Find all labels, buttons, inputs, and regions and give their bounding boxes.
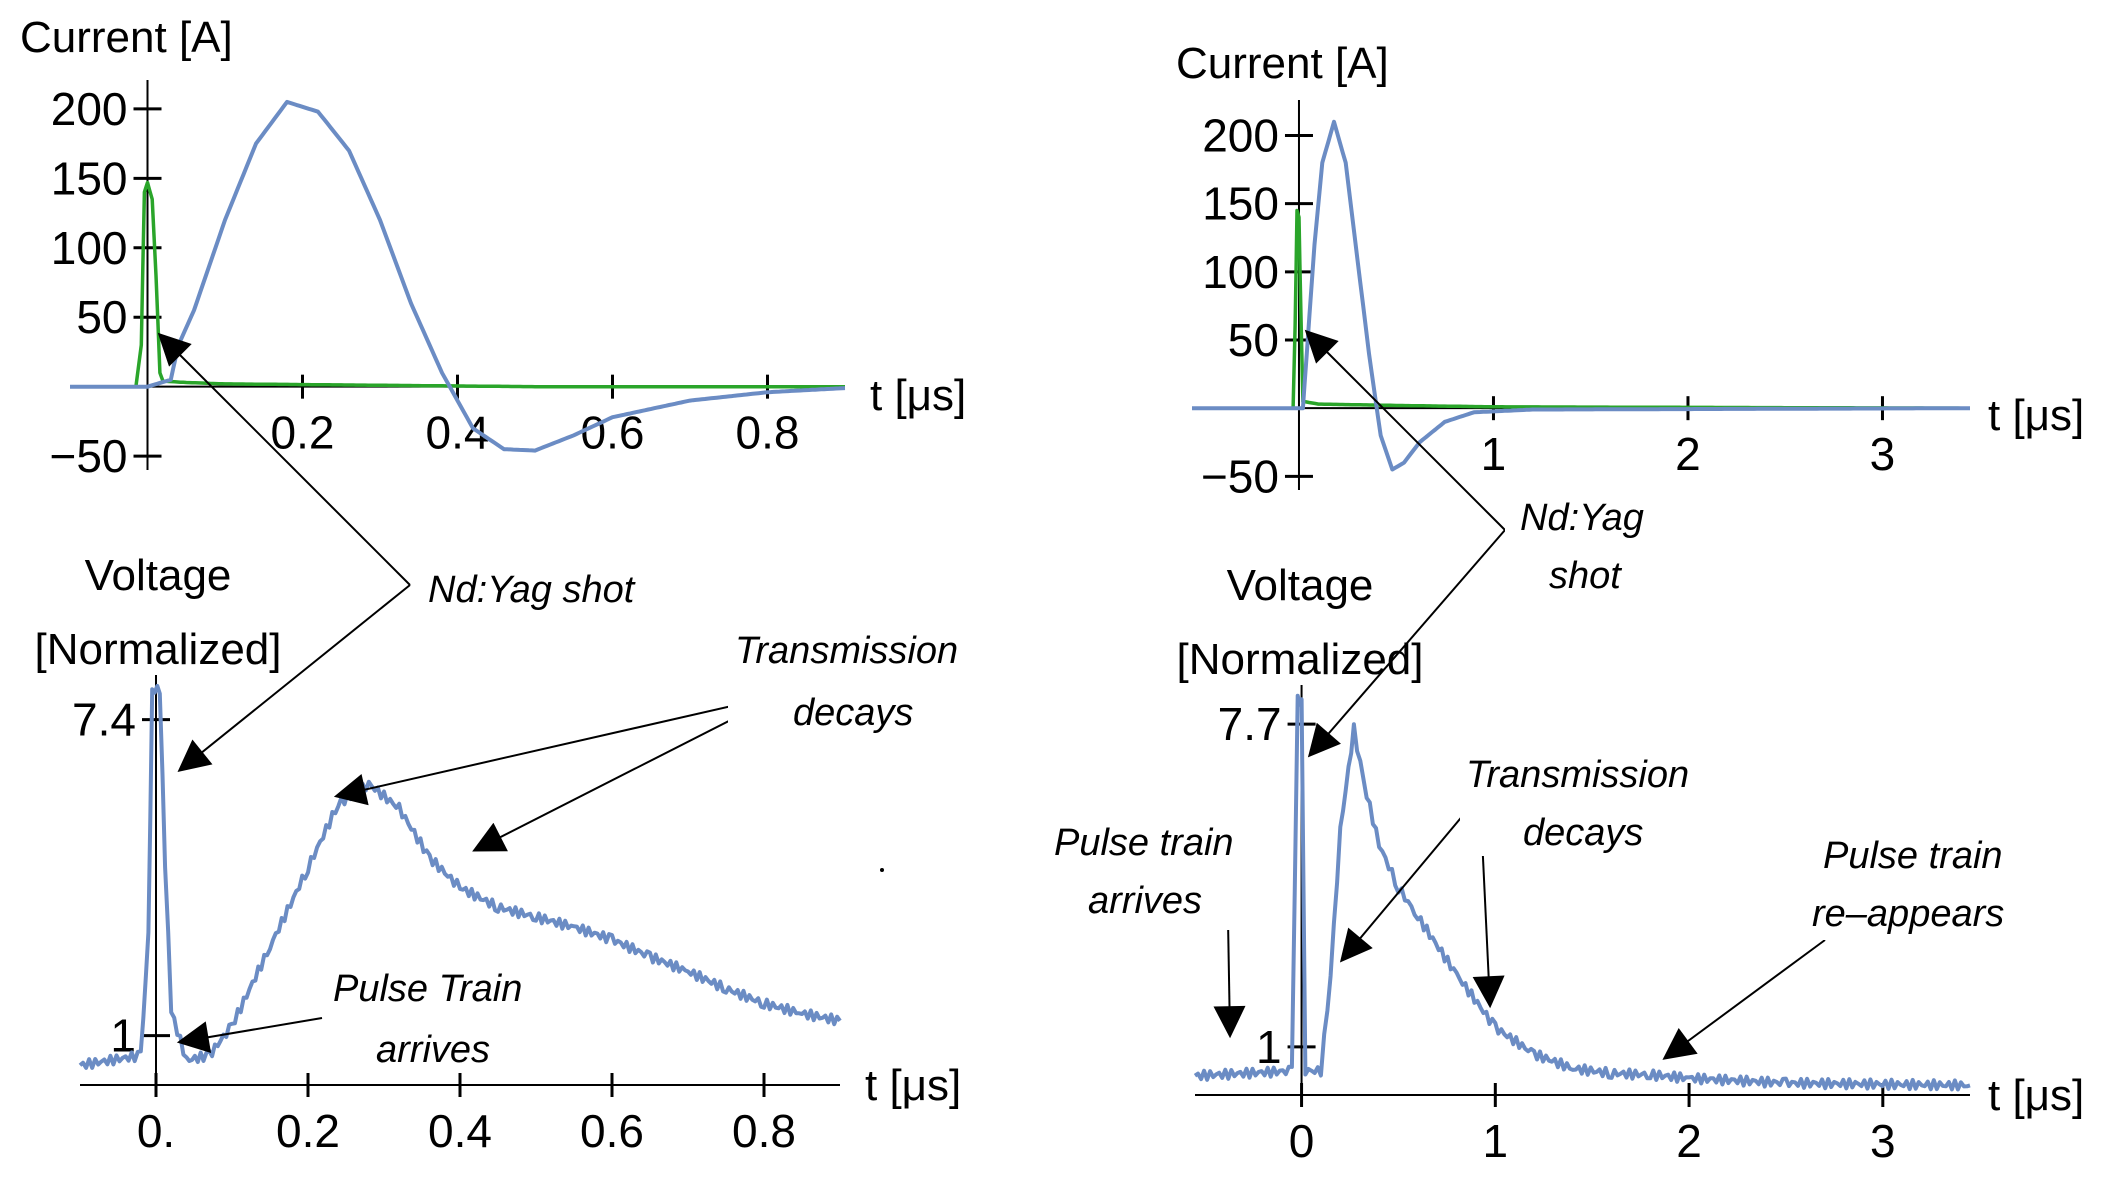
x-tick-label: 0.4 xyxy=(428,1105,492,1157)
annotation-right-ndyag-1: Nd:Yag xyxy=(1520,497,1644,539)
label-bg xyxy=(325,958,553,1070)
annotation-left-transmission-1: Transmission xyxy=(735,630,958,672)
annotation-left-pulse-2: arrives xyxy=(376,1029,490,1071)
series-line-signal xyxy=(1193,693,1971,1092)
x-tick-label: 2 xyxy=(1675,428,1701,480)
x-tick-label: 1 xyxy=(1481,428,1507,480)
x-tick-label: 0.8 xyxy=(732,1105,796,1157)
annotation-left-ndyag: Nd:Yag shot xyxy=(428,569,636,611)
annotation-right-pulse-2: arrives xyxy=(1088,880,1202,922)
annotation-right-transmission-2: decays xyxy=(1523,812,1643,854)
arrow-left-ndyag-voltage xyxy=(177,584,411,773)
y-tick-label: −50 xyxy=(49,430,127,482)
arrow-right-ndyag-voltage xyxy=(1307,529,1506,758)
label-bg xyxy=(1505,490,1661,600)
y-tick-label: 50 xyxy=(1228,314,1279,366)
annotation-right-reappear-2: re–appears xyxy=(1812,893,2004,935)
annotation-right-reappear-1: Pulse train xyxy=(1823,835,2003,877)
arrow-right-ndyag-current xyxy=(1304,329,1506,531)
x-tick-label: 1 xyxy=(1483,1115,1509,1167)
annotation-left-transmission-2: decays xyxy=(793,692,913,734)
series-line-signal xyxy=(70,99,846,453)
x-axis-label: t [μs] xyxy=(870,371,966,420)
annotation-arrows xyxy=(157,329,1826,1060)
label-bg xyxy=(412,560,672,610)
x-tick-label: 3 xyxy=(1870,428,1896,480)
y-tick-label: −50 xyxy=(1201,450,1279,502)
panel-right-current: 1 2 3 200 150 100 50 −50 t [μs] Current [A] xyxy=(1176,39,2084,502)
x-tick-label: 0.6 xyxy=(581,407,645,459)
arrow-left-transmission-1 xyxy=(333,694,781,806)
y-tick-label: 7.7 xyxy=(1218,698,1282,750)
x-tick-label: 2 xyxy=(1676,1115,1702,1167)
panel-left-voltage: 0. 0.2 0.4 0.6 0.87.41t [μs]Voltage[Normaliz… xyxy=(35,551,962,1157)
series-line-signal xyxy=(78,683,842,1070)
label-bg xyxy=(1048,815,1258,930)
stray-dot xyxy=(880,868,884,872)
series-line-signal xyxy=(1192,119,1970,472)
y-tick-label: 100 xyxy=(51,222,128,274)
x-tick-label: 0.2 xyxy=(276,1105,340,1157)
y-tick-label: 200 xyxy=(1202,109,1279,161)
x-tick-label: 0.2 xyxy=(271,407,335,459)
arrow-right-pulse-arrives xyxy=(1213,919,1246,1039)
annotation-left-pulse-1: Pulse Train xyxy=(333,968,522,1010)
y-tick-label: 200 xyxy=(51,83,128,135)
label-bg xyxy=(728,620,990,740)
x-tick-label: 0 xyxy=(1289,1115,1315,1167)
annotation-right-ndyag-2: shot xyxy=(1549,555,1622,597)
y-tick-label: 100 xyxy=(1202,246,1279,298)
series-line-laser xyxy=(70,180,845,389)
y-axis-label: [Normalized] xyxy=(35,625,282,674)
x-axis-label: t [μs] xyxy=(1988,1071,2084,1120)
y-axis-label: Voltage xyxy=(85,551,232,600)
y-tick-label: 7.4 xyxy=(72,694,136,746)
y-axis-label: Voltage xyxy=(1227,561,1374,610)
y-tick-label: 1 xyxy=(1256,1021,1282,1073)
y-axis-label: Current [A] xyxy=(20,13,233,62)
annotation-labels: Nd:Yag shot Transmission decays Pulse Tr… xyxy=(325,490,2033,1071)
x-axis-label: t [μs] xyxy=(1988,391,2084,440)
y-tick-label: 50 xyxy=(76,291,127,343)
x-tick-label: 0. xyxy=(137,1105,175,1157)
arrow-right-reappears xyxy=(1662,939,1826,1060)
y-tick-label: 150 xyxy=(1202,178,1279,230)
annotation-right-transmission-1: Transmission xyxy=(1466,754,1689,796)
x-axis-label: t [μs] xyxy=(865,1061,961,1110)
x-tick-label: 3 xyxy=(1870,1115,1896,1167)
label-bg xyxy=(1803,828,2033,940)
y-axis-label: [Normalized] xyxy=(1177,635,1424,684)
annotation-right-pulse-1: Pulse train xyxy=(1054,822,1234,864)
x-tick-label: 0.8 xyxy=(736,407,800,459)
arrow-left-pulse-train xyxy=(176,1017,323,1053)
label-bg xyxy=(1460,748,1722,856)
arrow-left-ndyag-current xyxy=(157,332,411,586)
arrow-right-transmission-1 xyxy=(1339,794,1481,963)
panel-right-voltage: 0 1 2 37.71t [μs]Voltage[Normalized] xyxy=(1177,561,2085,1167)
x-tick-label: 0.6 xyxy=(580,1105,644,1157)
y-axis-label: Current [A] xyxy=(1176,39,1389,88)
y-tick-label: 150 xyxy=(51,152,128,204)
